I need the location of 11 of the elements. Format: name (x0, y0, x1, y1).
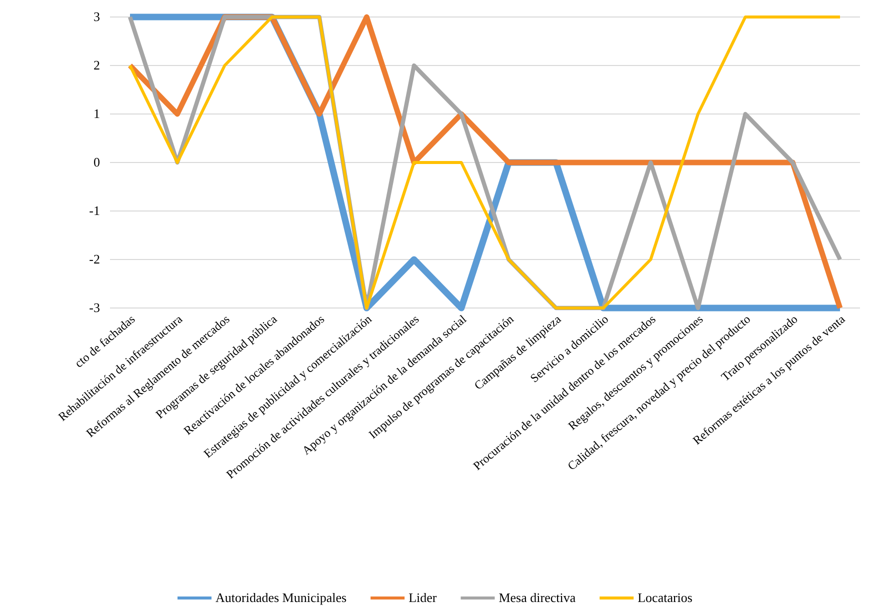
y-tick-label: 1 (94, 106, 100, 122)
y-tick-label: -2 (89, 252, 100, 267)
y-tick-label: 2 (94, 58, 100, 73)
legend-label: Locatarios (638, 590, 692, 605)
y-tick-label: -1 (89, 203, 100, 218)
legend-label: Mesa directiva (498, 590, 576, 605)
y-tick-label: 0 (94, 154, 100, 170)
y-tick-label: 3 (94, 9, 100, 24)
y-tick-label: -3 (89, 300, 100, 316)
legend-label: Lider (408, 590, 438, 605)
legend-label: Autoridades Municipales (216, 590, 347, 605)
